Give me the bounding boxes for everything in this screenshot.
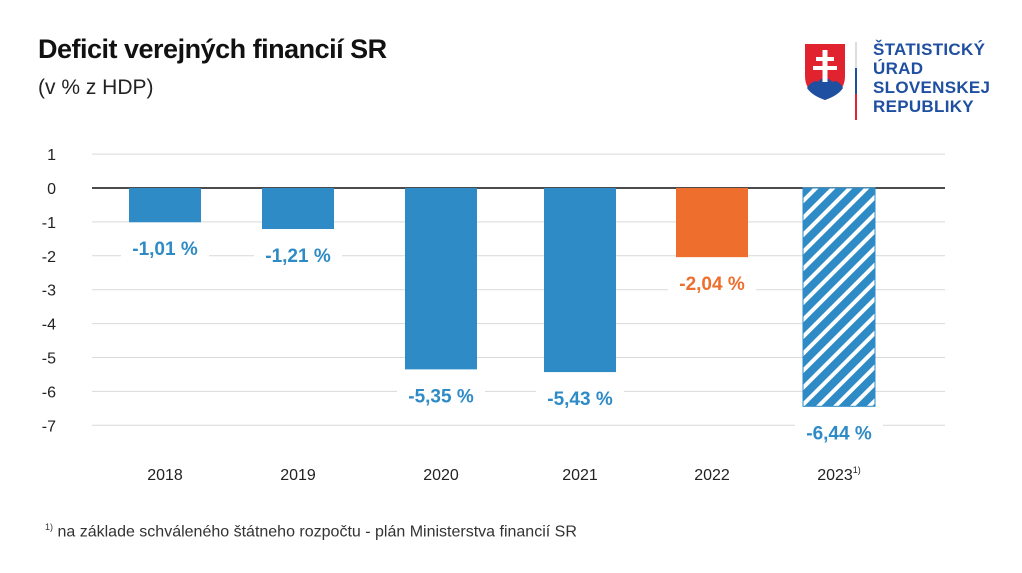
data-label-bg — [795, 421, 883, 446]
x-tick-label: 2019 — [280, 467, 316, 484]
x-tick-label: 2020 — [423, 467, 459, 484]
footnote: 1) na základe schváleného štátneho rozpo… — [45, 522, 577, 541]
logo-text: ŠTATISTICKÝ ÚRAD SLOVENSKEJ REPUBLIKY — [873, 40, 990, 116]
data-label: -1,01 % — [132, 239, 198, 260]
x-tick-label: 20231) — [817, 465, 861, 484]
footnote-marker: 1) — [45, 522, 54, 532]
y-tick-label: -3 — [42, 283, 56, 300]
logo-line: ŠTATISTICKÝ — [873, 40, 986, 59]
data-label: -6,44 % — [806, 423, 872, 444]
footnote-text: na základe schváleného štátneho rozpočtu… — [57, 523, 577, 541]
slovak-coat-of-arms-icon — [805, 42, 857, 120]
bar-2018 — [129, 188, 201, 223]
bar-2020 — [405, 188, 477, 370]
y-tick-label: 1 — [47, 147, 56, 164]
data-label: -1,21 % — [265, 246, 331, 267]
y-tick-label: -7 — [42, 418, 56, 435]
x-tick-label: 2022 — [694, 467, 730, 484]
y-tick-label: -5 — [42, 351, 56, 368]
logo-line: SLOVENSKEJ — [873, 78, 991, 97]
data-label-bg — [536, 387, 624, 412]
data-label: -5,43 % — [547, 389, 613, 410]
data-label-bg — [668, 272, 756, 297]
y-tick-label: -6 — [42, 384, 56, 401]
bar-2019 — [262, 188, 334, 230]
data-label: -5,35 % — [408, 386, 474, 407]
data-label-bg — [397, 384, 485, 409]
x-tick-label: 2021 — [562, 467, 598, 484]
chart-title: Deficit verejných financií SR — [38, 34, 387, 64]
y-tick-label: -4 — [42, 317, 56, 334]
logo-line: REPUBLIKY — [873, 97, 974, 116]
y-tick-label: 0 — [47, 181, 56, 198]
y-tick-label: -2 — [42, 249, 56, 266]
bar-2023 — [802, 187, 876, 407]
bar-2021 — [544, 188, 616, 373]
x-tick-label: 2018 — [147, 467, 183, 484]
data-label-bg — [254, 244, 342, 269]
logo-line: ÚRAD — [873, 59, 924, 78]
bar-2022 — [676, 188, 748, 258]
y-tick-label: -1 — [42, 215, 56, 232]
chart-subtitle: (v % z HDP) — [38, 76, 154, 99]
data-label-bg — [121, 237, 209, 262]
data-label: -2,04 % — [679, 274, 745, 295]
